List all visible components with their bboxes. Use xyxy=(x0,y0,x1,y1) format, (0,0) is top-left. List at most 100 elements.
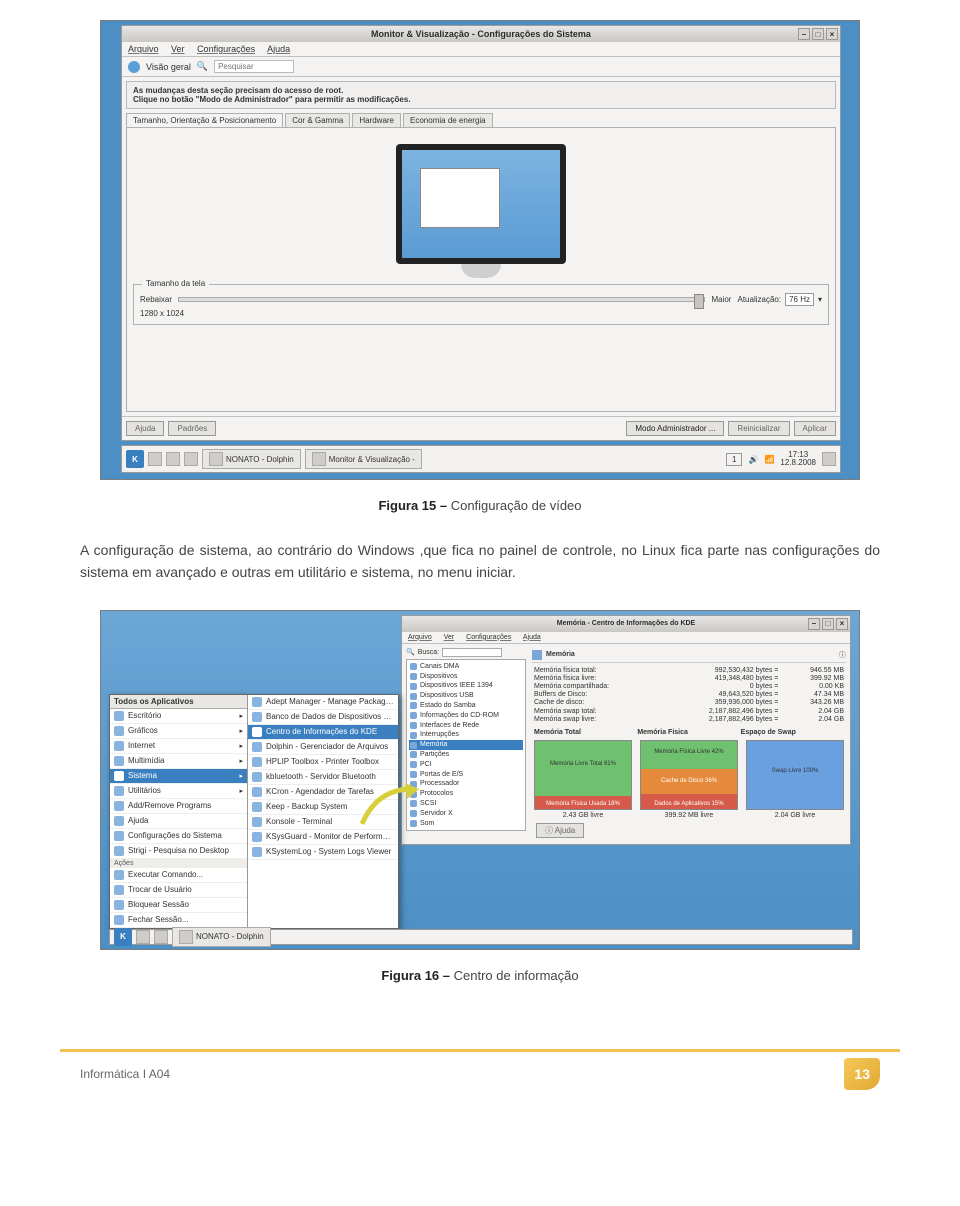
menu-view[interactable]: Ver xyxy=(171,44,185,54)
mem-cell: Memória física livre: xyxy=(534,675,673,682)
quicklaunch-icon[interactable] xyxy=(148,452,162,466)
kmenu-item[interactable]: Multimídia▸ xyxy=(110,754,247,769)
mem-cell: 419,348,480 bytes = xyxy=(679,675,778,682)
tree-item[interactable]: Memória xyxy=(409,740,523,750)
kmenu-action[interactable]: Bloquear Sessão xyxy=(110,898,247,913)
task-dolphin[interactable]: NONATO - Dolphin xyxy=(202,449,301,469)
kmenu-item[interactable]: Gráficos▸ xyxy=(110,724,247,739)
tab-hardware[interactable]: Hardware xyxy=(352,113,401,127)
kmenu-app[interactable]: KSysGuard - Monitor de Performance xyxy=(248,830,398,845)
close-icon[interactable]: × xyxy=(826,28,838,40)
refresh-rate: Atualização: 76 Hz ▾ xyxy=(737,293,822,306)
kmenu-app[interactable]: Dolphin - Gerenciador de Arquivos xyxy=(248,740,398,755)
kmenu-item[interactable]: Internet▸ xyxy=(110,739,247,754)
kmenu-item[interactable]: Strigi - Pesquisa no Desktop xyxy=(110,844,247,859)
kmenu-popup: Todos os Aplicativos Escritório▸Gráficos… xyxy=(109,694,399,929)
help-button[interactable]: ⓘ Ajuda xyxy=(536,823,584,838)
tree-item[interactable]: PCI xyxy=(409,760,523,770)
menu-help[interactable]: Ajuda xyxy=(267,44,290,54)
tree-item[interactable]: Estado do Samba xyxy=(409,701,523,711)
minimize-icon[interactable]: – xyxy=(808,618,820,630)
quicklaunch-icon[interactable] xyxy=(136,930,150,944)
footer-course: Informática I A04 xyxy=(80,1067,170,1081)
kmenu-action[interactable]: Fechar Sessão... xyxy=(110,913,247,928)
defaults-button[interactable]: Padrões xyxy=(168,421,216,436)
search-input[interactable] xyxy=(214,60,294,73)
volume-icon[interactable]: 🔊 xyxy=(748,455,758,464)
figure-16-caption: Figura 16 – Centro de informação xyxy=(60,968,900,983)
tab-color[interactable]: Cor & Gamma xyxy=(285,113,350,127)
apply-button[interactable]: Aplicar xyxy=(794,421,836,436)
tray-icon[interactable] xyxy=(822,452,836,466)
tree-item[interactable]: Canais DMA xyxy=(409,662,523,672)
window-title: Memória - Centro de Informações do KDE xyxy=(557,620,695,627)
kmenu-app[interactable]: Adept Manager - Manage Packages xyxy=(248,695,398,710)
tree-item[interactable]: Dispositivos IEEE 1394 xyxy=(409,681,523,691)
tab-power[interactable]: Economia de energia xyxy=(403,113,493,127)
window-titlebar[interactable]: Monitor & Visualização - Configurações d… xyxy=(122,26,840,42)
kde-info-window: Memória - Centro de Informações do KDE –… xyxy=(401,615,851,845)
search-input[interactable] xyxy=(442,648,502,657)
kmenu-button[interactable]: K xyxy=(126,450,144,468)
overview-icon[interactable] xyxy=(128,61,140,73)
task-monitor[interactable]: Monitor & Visualização - xyxy=(305,449,422,469)
network-icon[interactable]: 📶 xyxy=(764,455,774,464)
screen-size-fieldset: Tamanho da tela Rebaixar Maior Atualizaç… xyxy=(133,284,829,325)
menu-settings[interactable]: Configurações xyxy=(197,44,255,54)
quicklaunch-icon[interactable] xyxy=(166,452,180,466)
kmenu-app[interactable]: KSystemLog - System Logs Viewer xyxy=(248,845,398,860)
tree-item[interactable]: Interrupções xyxy=(409,730,523,740)
kmenu-item[interactable]: Escritório▸ xyxy=(110,709,247,724)
info-icon[interactable]: ⓘ xyxy=(839,650,846,660)
tree-item[interactable]: Partições xyxy=(409,750,523,760)
menu-file[interactable]: Arquivo xyxy=(408,634,432,641)
search-icon[interactable]: 🔍 xyxy=(197,61,208,72)
tree-item[interactable]: Interfaces de Rede xyxy=(409,721,523,731)
kmenu-item[interactable]: Ajuda xyxy=(110,814,247,829)
quicklaunch-icon[interactable] xyxy=(184,452,198,466)
kmenu-action[interactable]: Executar Comando... xyxy=(110,868,247,883)
kmenu-item[interactable]: Add/Remove Programs xyxy=(110,799,247,814)
figure-15-caption: Figura 15 – Configuração de vídeo xyxy=(60,498,900,513)
mem-cell: 0 bytes = xyxy=(679,683,778,690)
help-button[interactable]: Ajuda xyxy=(126,421,164,436)
tab-size[interactable]: Tamanho, Orientação & Posicionamento xyxy=(126,113,283,127)
kmenu-button[interactable]: K xyxy=(114,928,132,946)
menu-view[interactable]: Ver xyxy=(444,634,455,641)
menu-file[interactable]: Arquivo xyxy=(128,44,159,54)
search-label: Busca: xyxy=(418,649,439,656)
tree-item[interactable]: Dispositivos USB xyxy=(409,691,523,701)
reset-button[interactable]: Reinicializar xyxy=(728,421,789,436)
kmenu-app[interactable]: Centro de Informações do KDE xyxy=(248,725,398,740)
kmenu-item[interactable]: Sistema▸ xyxy=(110,769,247,784)
search-icon: 🔍 xyxy=(406,648,415,656)
kmenu-item[interactable]: Utilitários▸ xyxy=(110,784,247,799)
overview-label[interactable]: Visão geral xyxy=(146,62,191,72)
menu-settings[interactable]: Configurações xyxy=(466,634,511,641)
resolution-slider[interactable] xyxy=(178,297,705,302)
mem-cell: 343.26 MB xyxy=(784,699,844,706)
kmenu-action[interactable]: Trocar de Usuário xyxy=(110,883,247,898)
close-icon[interactable]: × xyxy=(836,618,848,630)
chevron-down-icon[interactable]: ▾ xyxy=(818,295,822,304)
mem-cell: Memória compartilhada: xyxy=(534,683,673,690)
kmenu-app[interactable]: Banco de Dados de Dispositivos do Kubunt… xyxy=(248,710,398,725)
kmenu-app[interactable]: HPLIP Toolbox - Printer Toolbox xyxy=(248,755,398,770)
admin-mode-button[interactable]: Modo Administrador ... xyxy=(626,421,724,436)
maximize-icon[interactable]: □ xyxy=(822,618,834,630)
kmenu-item[interactable]: Configurações do Sistema xyxy=(110,829,247,844)
tree-item[interactable]: Informações do CD-ROM xyxy=(409,711,523,721)
quicklaunch-icon[interactable] xyxy=(154,930,168,944)
tray-clock[interactable]: 17:13 12.8.2008 xyxy=(780,451,816,467)
refresh-value[interactable]: 76 Hz xyxy=(785,293,814,306)
bar-swap: Swap Livre 100% xyxy=(746,740,844,810)
pager[interactable]: 1 xyxy=(726,453,742,466)
maximize-icon[interactable]: □ xyxy=(812,28,824,40)
tree-item[interactable]: Dispositivos xyxy=(409,672,523,682)
window-titlebar[interactable]: Memória - Centro de Informações do KDE –… xyxy=(402,616,850,632)
toolbar: Visão geral 🔍 xyxy=(122,57,840,77)
mem-cell: 2.04 GB xyxy=(784,716,844,723)
minimize-icon[interactable]: – xyxy=(798,28,810,40)
task-dolphin[interactable]: NONATO - Dolphin xyxy=(172,927,271,947)
menu-help[interactable]: Ajuda xyxy=(523,634,541,641)
